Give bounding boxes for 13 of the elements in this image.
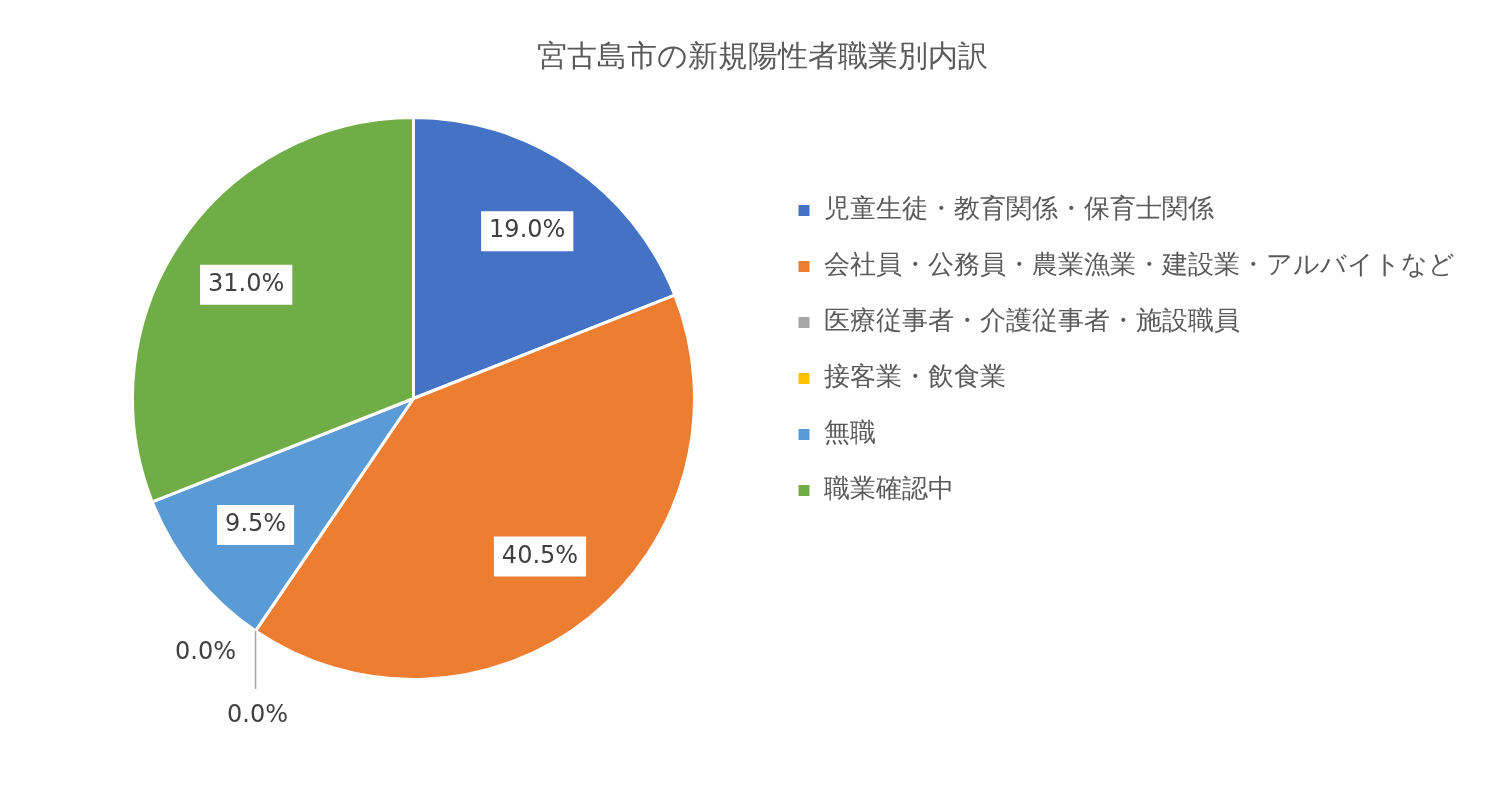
text: 0.0% xyxy=(227,700,289,729)
legend-label: 職業確認中 xyxy=(824,473,954,504)
legend-label: 児童生徒・教育関係・保育士関係 xyxy=(824,193,1214,224)
data-label: 9.5% xyxy=(225,509,287,538)
text: 0.0% xyxy=(175,637,237,666)
data-label: 40.5% xyxy=(501,540,579,569)
legend-label: 医療従事者・介護従事者・施設職員 xyxy=(824,305,1240,336)
legend-label: 会社員・公務員・農業漁業・建設業・アルバイトなど xyxy=(824,249,1455,280)
data-label: 31.0% xyxy=(208,269,285,298)
legend-label: 無職 xyxy=(824,417,876,448)
chart-title: 宮古島市の新規陽性者職業別内訳 xyxy=(537,37,988,73)
data-label: 19.0% xyxy=(489,215,566,244)
legend-label: 接客業・飲食業 xyxy=(824,361,1006,392)
